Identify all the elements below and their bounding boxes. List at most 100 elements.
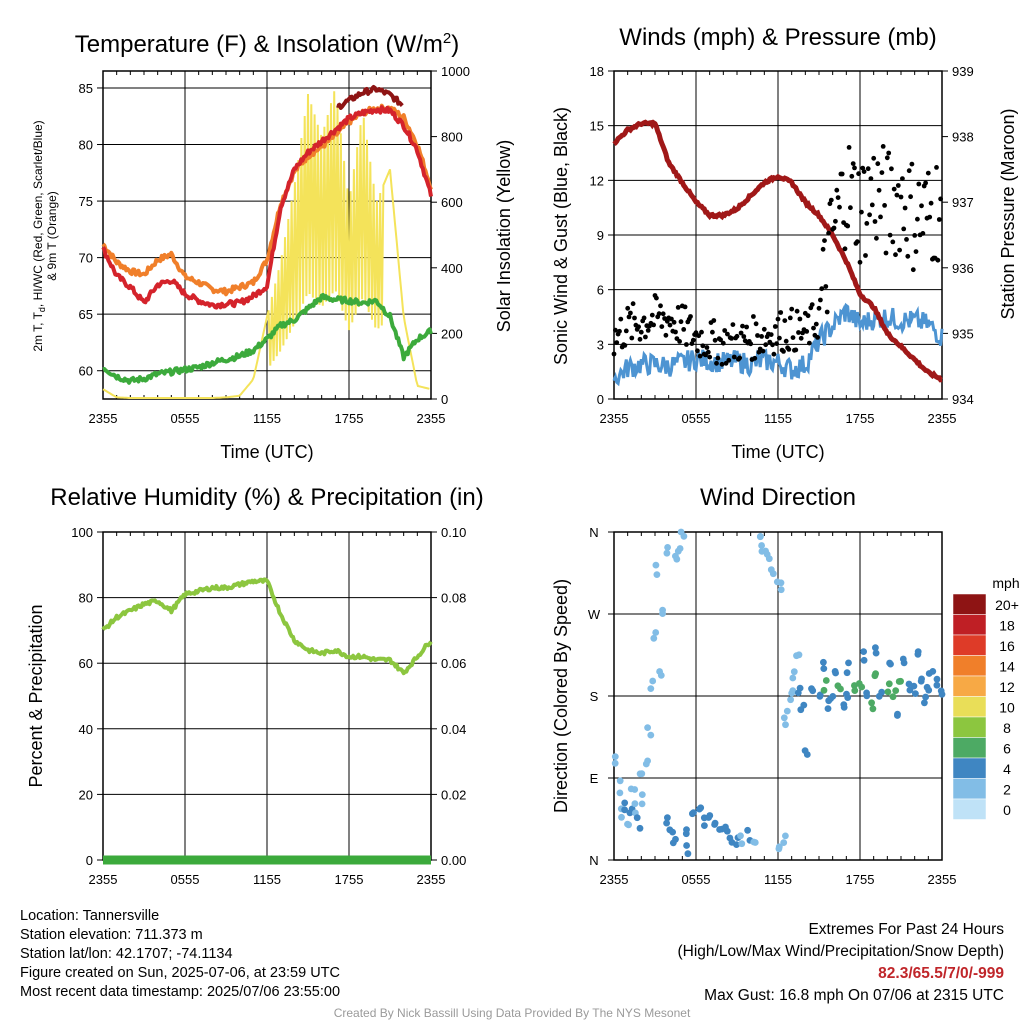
gust-point [913, 249, 919, 255]
gust-point [846, 145, 852, 150]
y-tick-label: 18 [590, 64, 604, 79]
direction-point [843, 669, 851, 677]
direction-point [787, 696, 794, 704]
temperature-panel: Temperature (F) & Insolation (W/m2) Time… [31, 30, 514, 462]
direction-point [780, 839, 788, 846]
direction-point [638, 770, 646, 778]
gust-point [707, 354, 713, 360]
gust-point [863, 253, 868, 258]
x-tick-label: 1755 [335, 411, 364, 426]
gust-point [623, 328, 629, 334]
x-tick-label: 0555 [682, 411, 711, 426]
legend-swatch [952, 696, 987, 718]
direction-point [933, 681, 941, 689]
gust-point [673, 329, 678, 335]
direction-point [696, 805, 703, 813]
wind-direction-title: Wind Direction [700, 484, 856, 511]
humidity-panel: Relative Humidity (%) & Precipitation (i… [26, 484, 484, 887]
direction-point [824, 705, 832, 712]
gust-point [820, 246, 826, 252]
y-tick-label: 6 [597, 283, 604, 298]
direction-point [769, 570, 777, 578]
gust-point [819, 286, 825, 292]
y2-tick-label: 600 [441, 195, 463, 210]
direction-point [917, 677, 925, 685]
legend-swatch [952, 655, 987, 677]
gust-point [887, 232, 893, 238]
gust-point [936, 217, 942, 222]
gust-point [637, 336, 643, 342]
gust-point [864, 221, 870, 226]
direction-point [845, 659, 852, 667]
legend-swatch [952, 614, 987, 636]
gust-point [726, 357, 732, 363]
gust-point [905, 253, 911, 259]
gust-point [695, 348, 700, 354]
gust-point [622, 343, 628, 348]
x-tick-label: 2355 [417, 411, 446, 426]
direction-point [625, 821, 632, 829]
gust-point [872, 219, 878, 224]
winds-title: Winds (mph) & Pressure (mb) [619, 24, 936, 51]
direction-point [663, 819, 670, 827]
y2-tick-label: 939 [952, 64, 974, 79]
direction-point [782, 832, 789, 840]
gust-point [658, 303, 663, 309]
direction-point [682, 830, 690, 838]
direction-point [659, 606, 666, 614]
gust-point [897, 247, 902, 253]
direction-point [664, 544, 671, 551]
gust-point [831, 225, 837, 231]
direction-point [672, 835, 679, 843]
direction-point [616, 777, 624, 785]
gust-point [794, 308, 800, 314]
gust-point [895, 183, 901, 188]
gust-point [901, 226, 907, 232]
y2-tick-label: 937 [952, 195, 974, 210]
y2-tick-label: 0 [441, 392, 448, 407]
gust-point [923, 180, 928, 186]
gust-point [938, 196, 943, 202]
gust-point [920, 231, 926, 236]
direction-point [869, 705, 877, 713]
direction-point [858, 683, 866, 691]
gust-point [700, 343, 706, 349]
gust-point [731, 354, 737, 360]
direction-point [860, 656, 868, 664]
y2-tick-label: 935 [952, 326, 974, 341]
legend-label: 0 [1003, 802, 1011, 818]
gust-point [725, 331, 730, 337]
direction-point [636, 824, 644, 832]
gust-point [875, 161, 881, 167]
direction-point [647, 685, 655, 692]
gust-point [909, 161, 915, 167]
y-tick-label: 20 [79, 787, 93, 802]
gust-point [667, 322, 673, 328]
gust-point [677, 339, 682, 344]
direction-point [690, 809, 697, 816]
direction-point [820, 658, 827, 666]
direction-point [885, 680, 893, 688]
heat-series-line [336, 85, 404, 110]
gust-point [856, 171, 861, 177]
direction-point [775, 843, 783, 851]
humidity-title: Relative Humidity (%) & Precipitation (i… [50, 484, 483, 511]
gust-point [748, 341, 754, 347]
direction-point [657, 672, 665, 679]
humidity-ylabel: Percent & Precipitation [26, 604, 46, 787]
gust-point [778, 310, 784, 315]
direction-point [683, 842, 690, 849]
gust-point [734, 333, 740, 339]
gust-point [811, 325, 816, 331]
x-tick-label: 0555 [682, 872, 711, 887]
gust-point [719, 361, 725, 367]
legend-label: 8 [1003, 720, 1011, 736]
direction-point [782, 721, 789, 729]
gust-point [625, 305, 631, 311]
gust-point [684, 342, 689, 347]
x-tick-label: 2355 [928, 411, 957, 426]
direction-point [894, 712, 901, 719]
gust-point [759, 334, 764, 339]
y2-tick-label: 0.06 [441, 656, 466, 671]
